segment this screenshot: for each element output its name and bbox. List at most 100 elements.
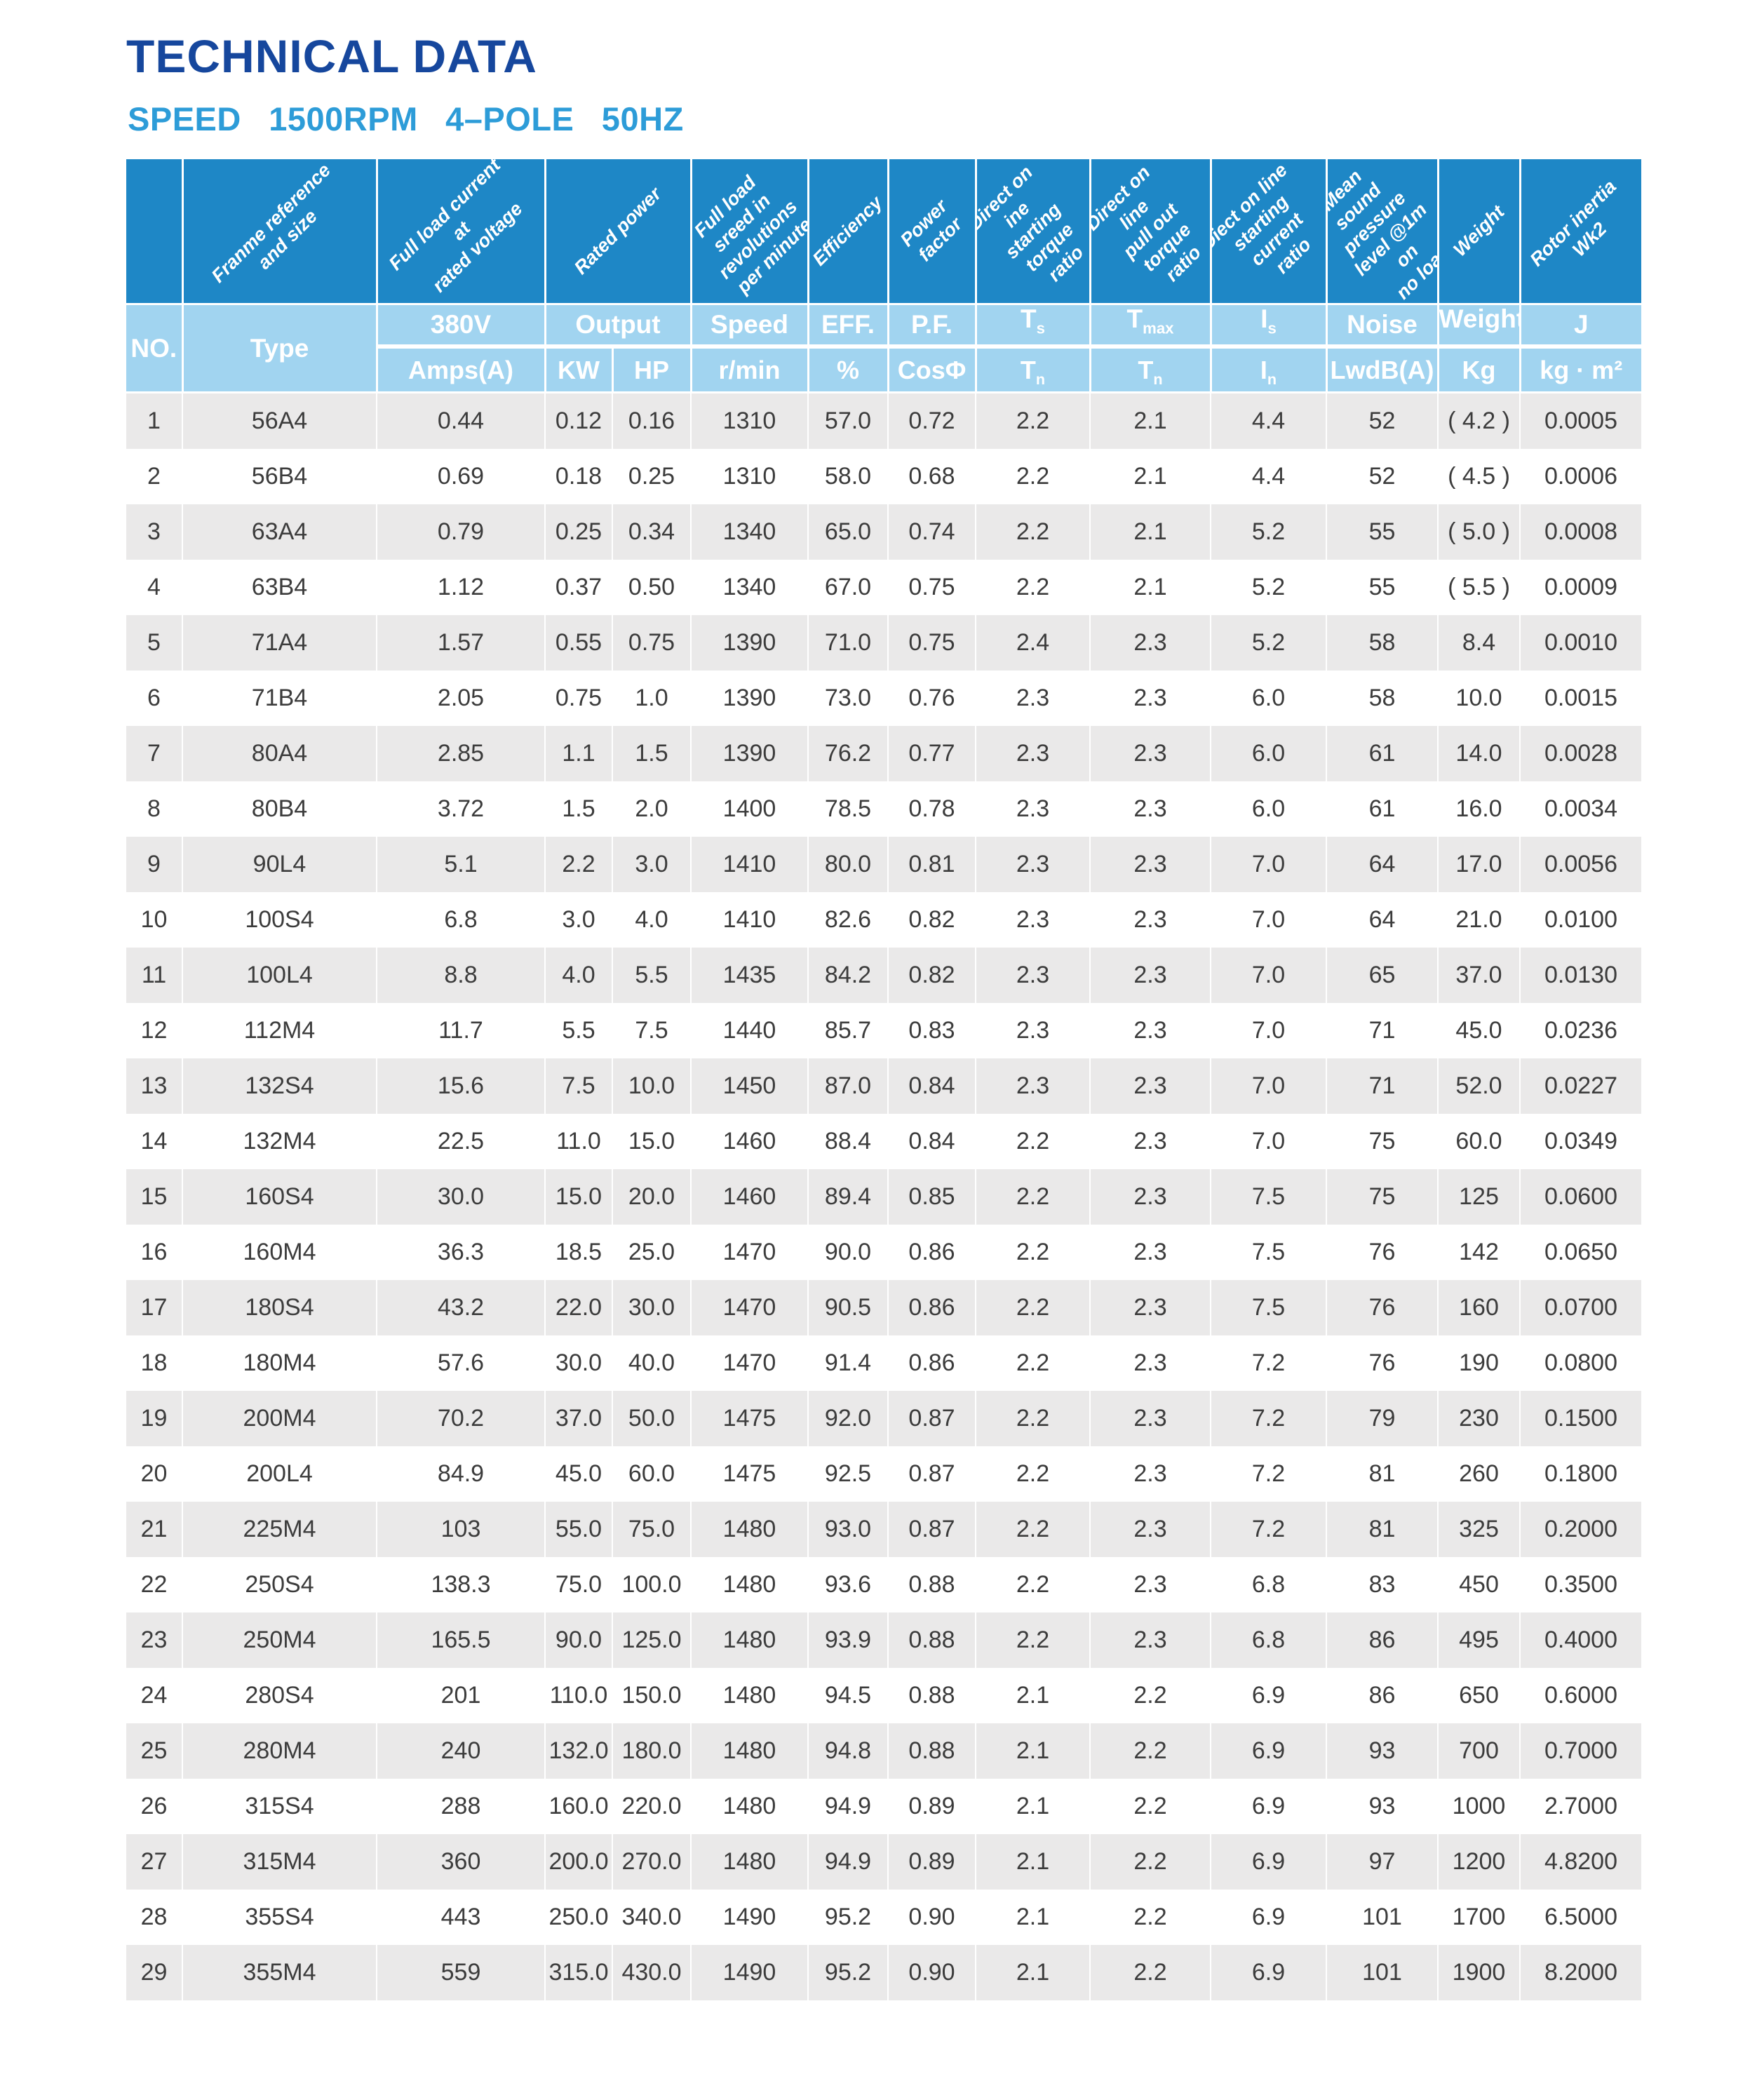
cell-tmax: 2.1 <box>1089 560 1211 615</box>
in-symbol: I <box>1260 356 1267 385</box>
is-symbol: I <box>1260 304 1268 333</box>
cell-amps: 201 <box>376 1668 545 1723</box>
cell-no: 19 <box>126 1391 182 1446</box>
cell-type: 71B4 <box>182 671 377 726</box>
rotated-label-power-factor: Power factor <box>896 195 966 265</box>
cell-noise: 61 <box>1326 781 1438 837</box>
table-row: 7 80A4 2.85 1.1 1.5 1390 76.2 0.77 2.3 2.3 6.0 61 14… <box>126 726 1641 781</box>
cell-kw: 22.0 <box>544 1280 612 1335</box>
cell-weight: 160 <box>1437 1280 1520 1335</box>
cell-tmax: 2.3 <box>1089 1502 1211 1557</box>
table-row: 9 90L4 5.1 2.2 3.0 1410 80.0 0.81 2.3 2.3 7.0 64 17.… <box>126 837 1641 892</box>
rotated-label-full-load-speed: Full load sreed in revolutions per minut… <box>692 171 807 297</box>
cell-j: 2.7000 <box>1519 1779 1641 1834</box>
cell-speed: 1460 <box>690 1114 808 1169</box>
cell-hp: 0.75 <box>612 615 691 671</box>
cell-pf: 0.76 <box>887 671 976 726</box>
cell-amps: 36.3 <box>376 1225 545 1280</box>
cell-noise: 86 <box>1326 1612 1438 1668</box>
cell-kw: 200.0 <box>544 1834 612 1890</box>
cell-tmax: 2.3 <box>1089 1225 1211 1280</box>
header-power-factor: Power factor <box>887 159 976 305</box>
cell-j: 0.4000 <box>1519 1612 1641 1668</box>
cell-ts: 2.1 <box>975 1668 1090 1723</box>
cell-tmax: 2.3 <box>1089 1280 1211 1335</box>
unit-header-row: Amps(A) KW HP r/min % CosΦ Tn Tn In LwdB… <box>126 346 1641 393</box>
cell-kw: 1.5 <box>544 781 612 837</box>
cell-pf: 0.87 <box>887 1502 976 1557</box>
cell-eff: 84.2 <box>807 948 888 1003</box>
cell-is: 5.2 <box>1210 615 1326 671</box>
table-row: 18 180M4 57.6 30.0 40.0 1470 91.4 0.86 2.2 2.3 7.2… <box>126 1335 1641 1391</box>
rotated-label-noise: Mean sound pressure level @1m on no load <box>1327 165 1437 303</box>
cell-ts: 2.2 <box>975 504 1090 560</box>
cell-hp: 75.0 <box>612 1502 691 1557</box>
cell-pf: 0.90 <box>887 1945 976 2000</box>
cell-noise: 64 <box>1326 892 1438 948</box>
cell-j: 0.0600 <box>1519 1169 1641 1225</box>
cell-amps: 5.1 <box>376 837 545 892</box>
cell-pf: 0.75 <box>887 615 976 671</box>
cell-no: 1 <box>126 392 182 449</box>
cell-pf: 0.86 <box>887 1225 976 1280</box>
cell-type: 56A4 <box>182 392 377 449</box>
cell-hp: 0.50 <box>612 560 691 615</box>
cell-amps: 1.12 <box>376 560 545 615</box>
cell-eff: 89.4 <box>807 1169 888 1225</box>
table-row: 19 200M4 70.2 37.0 50.0 1475 92.0 0.87 2.2 2.3 7.2… <box>126 1391 1641 1446</box>
cell-j: 0.0056 <box>1519 837 1641 892</box>
cell-noise: 83 <box>1326 1557 1438 1612</box>
cell-tmax: 2.3 <box>1089 1612 1211 1668</box>
unit-hp: HP <box>611 346 691 393</box>
col-header-type: Type <box>181 304 377 393</box>
cell-pf: 0.75 <box>887 560 976 615</box>
cell-amps: 559 <box>376 1945 545 2000</box>
cell-is: 7.0 <box>1210 1003 1326 1058</box>
cell-type: 315S4 <box>182 1779 377 1834</box>
cell-hp: 1.0 <box>612 671 691 726</box>
cell-tmax: 2.2 <box>1089 1945 1211 2000</box>
cell-ts: 2.1 <box>975 1890 1090 1945</box>
cell-kw: 30.0 <box>544 1335 612 1391</box>
header-full-load-current: Full load current at rated voltage <box>375 159 545 305</box>
table-row: 1 56A4 0.44 0.12 0.16 1310 57.0 0.72 2.2 2.1 4.4 52… <box>126 392 1641 449</box>
cell-speed: 1475 <box>690 1446 808 1502</box>
cell-speed: 1480 <box>690 1779 808 1834</box>
header-pullout-torque: Direct on line pull out torque ratio <box>1089 159 1211 305</box>
cell-amps: 8.8 <box>376 948 545 1003</box>
cell-j: 0.0010 <box>1519 615 1641 671</box>
cell-amps: 57.6 <box>376 1335 545 1391</box>
cell-weight: 52.0 <box>1437 1058 1520 1114</box>
cell-j: 0.0100 <box>1519 892 1641 948</box>
cell-j: 0.0227 <box>1519 1058 1641 1114</box>
cell-noise: 101 <box>1326 1890 1438 1945</box>
unit-tn-2: Tn <box>1089 346 1211 393</box>
cell-no: 16 <box>126 1225 182 1280</box>
cell-pf: 0.84 <box>887 1114 976 1169</box>
page-subtitle: SPEED 1500RPM 4–POLE 50HZ <box>128 100 684 137</box>
cell-hp: 180.0 <box>612 1723 691 1779</box>
cell-hp: 0.25 <box>612 449 691 504</box>
cell-no: 5 <box>126 615 182 671</box>
cell-type: 80B4 <box>182 781 377 837</box>
cell-type: 225M4 <box>182 1502 377 1557</box>
cell-tmax: 2.1 <box>1089 392 1211 449</box>
cell-is: 6.9 <box>1210 1668 1326 1723</box>
cell-j: 0.6000 <box>1519 1668 1641 1723</box>
cell-amps: 11.7 <box>376 1003 545 1058</box>
cell-type: 250M4 <box>182 1612 377 1668</box>
cell-eff: 82.6 <box>807 892 888 948</box>
cell-eff: 91.4 <box>807 1335 888 1391</box>
cell-type: 71A4 <box>182 615 377 671</box>
rotated-label-rated-power: Rated power <box>570 183 666 279</box>
tn2-symbol: T <box>1138 356 1154 385</box>
cell-no: 21 <box>126 1502 182 1557</box>
table-row: 10 100S4 6.8 3.0 4.0 1410 82.6 0.82 2.3 2.3 7.0 64 2… <box>126 892 1641 948</box>
cell-hp: 10.0 <box>612 1058 691 1114</box>
cell-pf: 0.68 <box>887 449 976 504</box>
header-weight: Weight <box>1436 159 1520 305</box>
table-row: 5 71A4 1.57 0.55 0.75 1390 71.0 0.75 2.4 2.3 5.2 58… <box>126 615 1641 671</box>
cell-kw: 2.2 <box>544 837 612 892</box>
table-row: 3 63A4 0.79 0.25 0.34 1340 65.0 0.74 2.2 2.1 5.2 55… <box>126 504 1641 560</box>
